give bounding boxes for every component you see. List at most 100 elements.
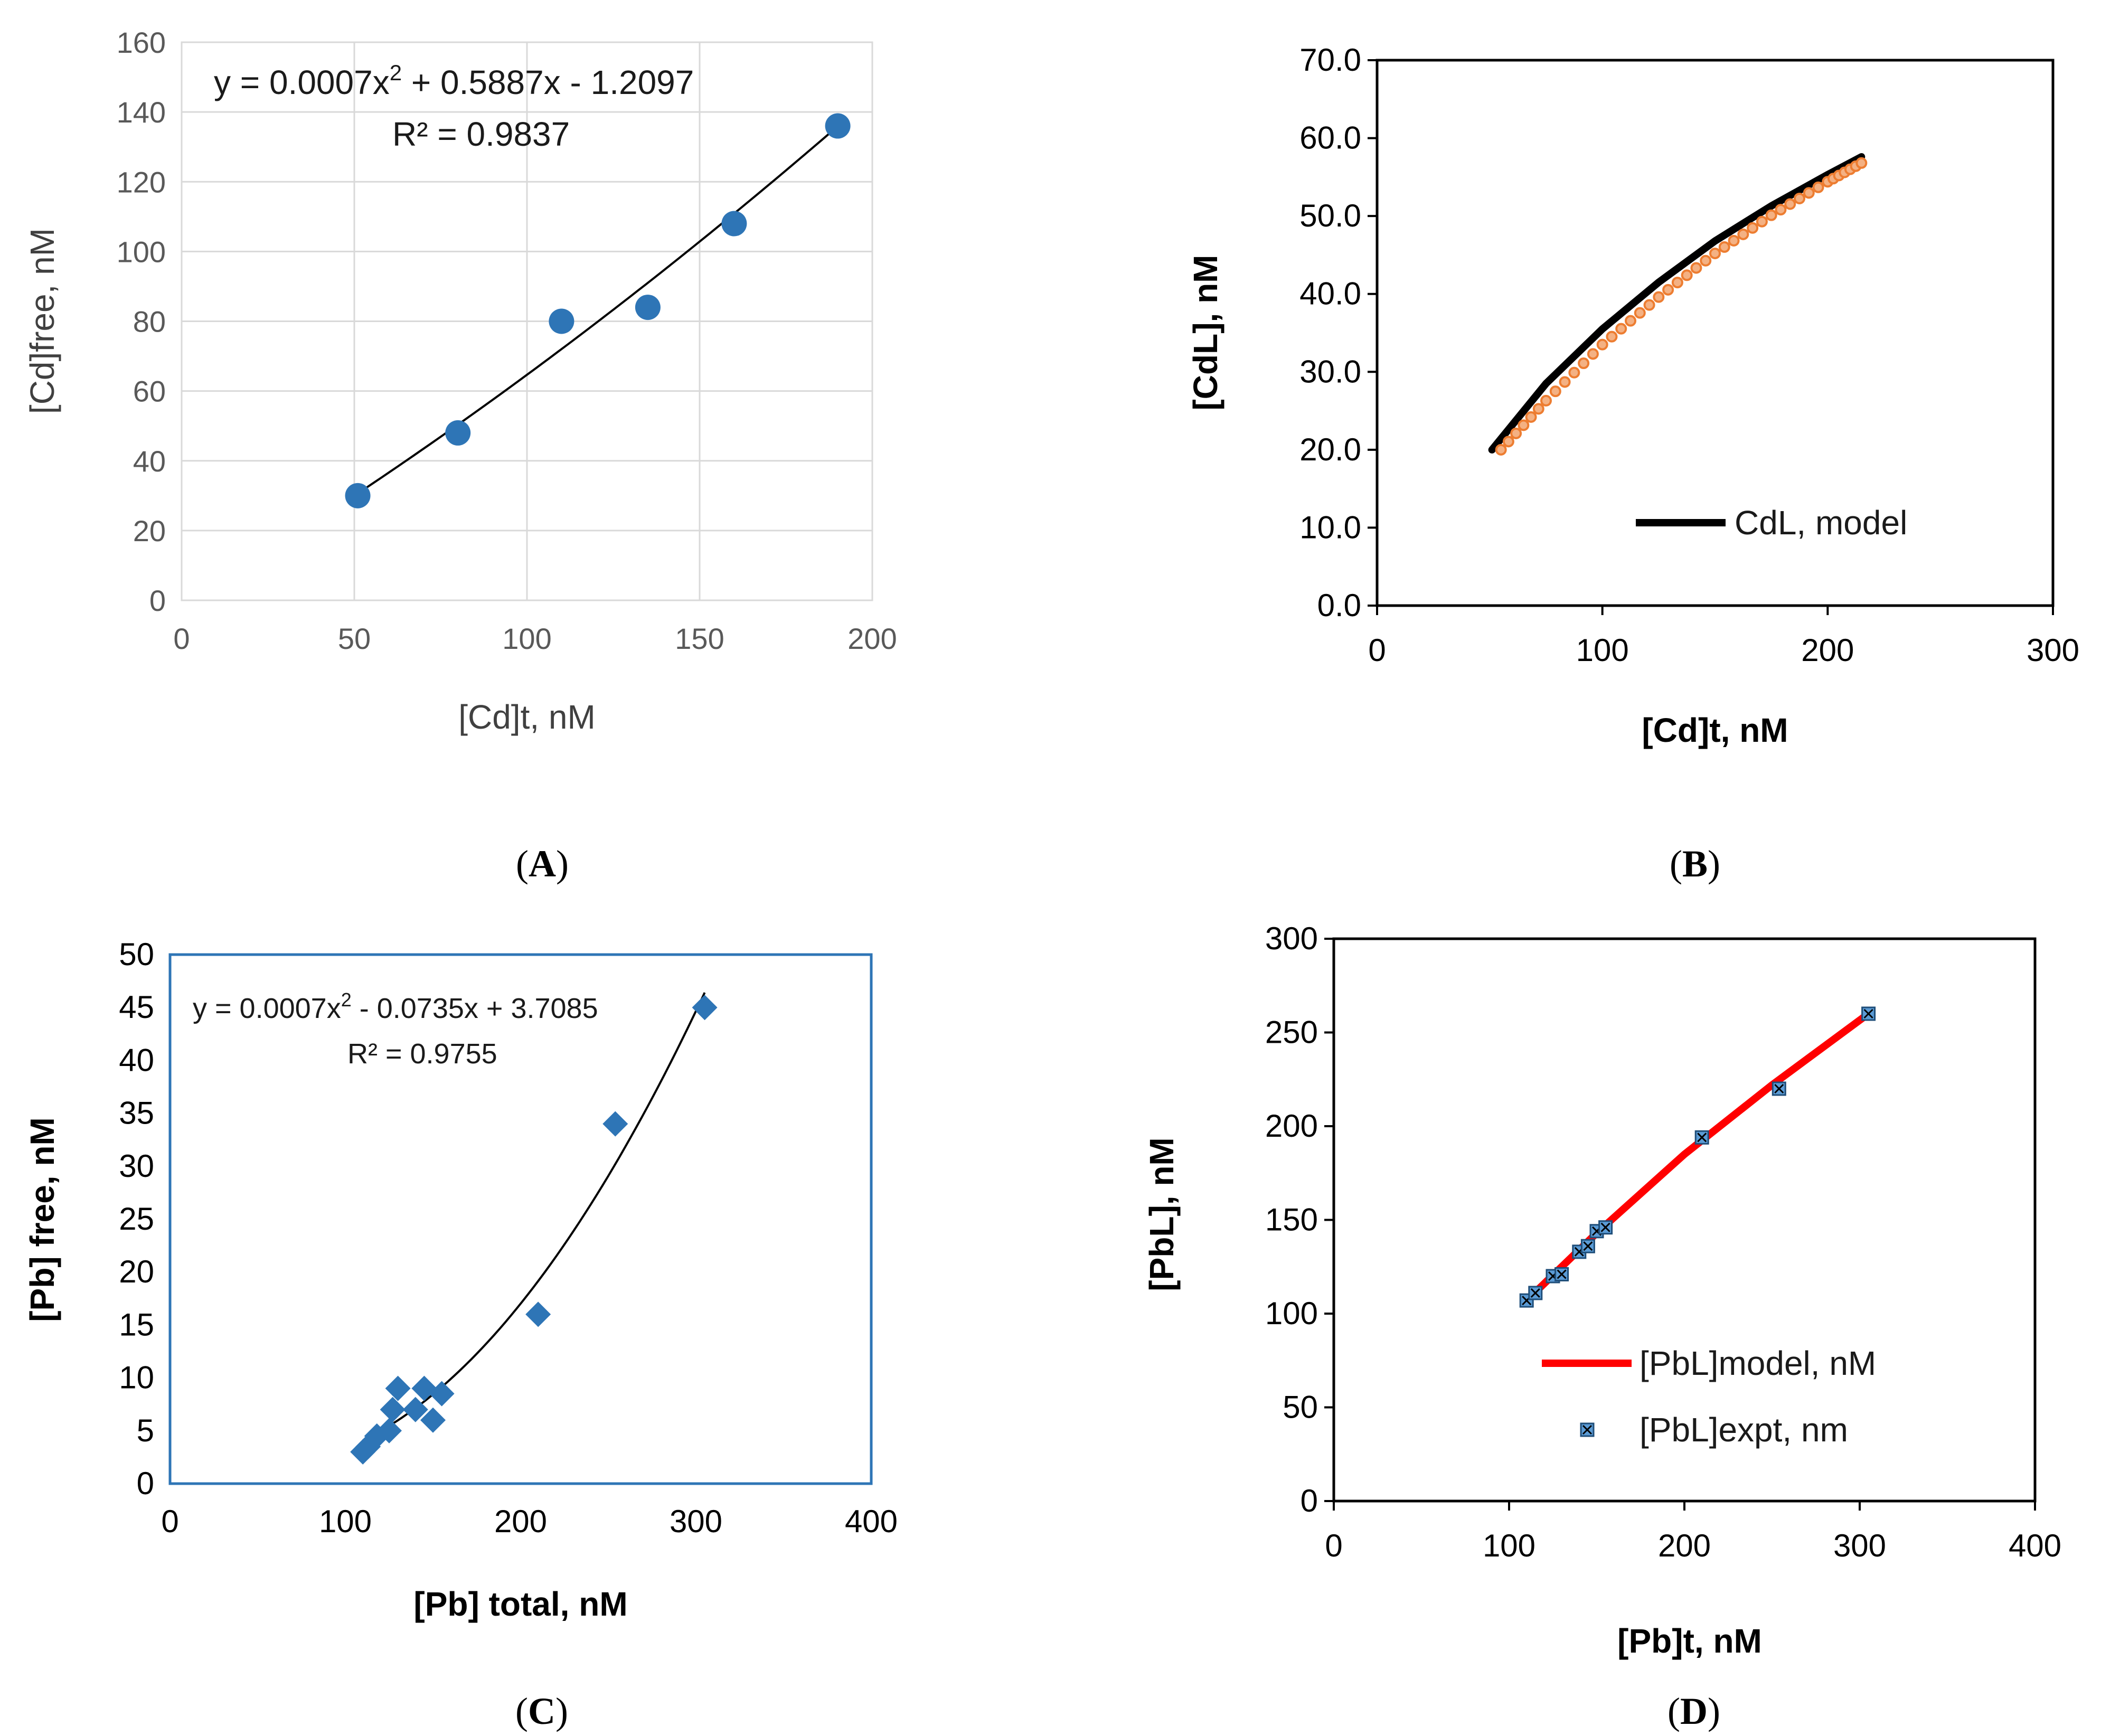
panel-c-y-tick-8: 40: [119, 1042, 154, 1078]
panel-b-expt-dot-17: [1643, 299, 1655, 311]
panel-a-point-2: [549, 308, 574, 334]
panel-a-y-label: [Cd]free, nM: [23, 228, 61, 414]
panel-d-y-tick-3: 150: [1265, 1202, 1318, 1238]
panel-b-chart: 0 100 200 300 0.0 10.0 20.0 30.0 40.0 50.0 60.0 70…: [1186, 42, 2079, 885]
panel-a-x-label: [Cd]t, nM: [458, 698, 596, 736]
panel-a-point-5: [825, 113, 851, 139]
panel-a-y-tick-3: 60: [133, 375, 166, 408]
panel-a-x-tick-0: 0: [173, 622, 190, 655]
panel-a-point-3: [635, 295, 661, 320]
panel-b-expt-dot-23: [1700, 254, 1712, 267]
panel-b-y-tick-7: 70.0: [1299, 42, 1361, 78]
panel-d-legend-expt-label: [PbL]expt, nm: [1640, 1411, 1848, 1449]
panel-d-y-tick-4: 200: [1265, 1108, 1318, 1144]
panel-b-y-tick-1: 10.0: [1299, 510, 1361, 545]
panel-c-plot-area: [168, 953, 873, 1485]
panel-c-y-tick-1: 5: [137, 1413, 154, 1448]
panel-c-x-tick-1: 100: [319, 1504, 372, 1539]
panel-b-y-tick-0: 0.0: [1317, 588, 1361, 623]
panel-a-chart: 0 50 100 150 200 0 20 40 60 80 100 120 140 160 y = 0…: [23, 26, 897, 885]
panel-d-y-tick-6: 300: [1265, 921, 1318, 956]
panel-b-expt-dot-21: [1681, 269, 1693, 281]
panel-b-x-tick-2: 200: [1801, 633, 1854, 668]
panel-d-legend-model-label: [PbL]model, nM: [1640, 1344, 1876, 1382]
panel-c-y-tick-9: 45: [119, 989, 154, 1025]
panel-d-point-5: [1580, 1239, 1595, 1253]
panel-d-y-tick-2: 100: [1265, 1296, 1318, 1331]
panel-b-x-tick-0: 0: [1368, 633, 1386, 668]
panel-a-x-tick-1: 50: [338, 622, 371, 655]
panel-a-y-tick-6: 120: [117, 165, 166, 199]
panel-c-y-label: [Pb] free, nM: [23, 1117, 61, 1322]
panel-b-expt-dot-11: [1587, 348, 1599, 360]
panel-d-x-tick-2: 200: [1658, 1528, 1711, 1563]
panel-c-x-tick-0: 0: [161, 1504, 178, 1539]
panel-a-y-tick-8: 160: [117, 26, 166, 59]
panel-b-expt-dot-27: [1737, 228, 1749, 240]
panel-b-x-tick-3: 300: [2027, 633, 2079, 668]
panel-b-expt-dot-32: [1784, 198, 1796, 210]
panel-b-expt-dot-7: [1549, 385, 1561, 398]
panel-b-expt-dot-6: [1540, 394, 1552, 407]
panel-b-expt-dot-19: [1662, 284, 1674, 296]
panel-a-y-tick-1: 20: [133, 514, 166, 548]
panel-a-r2: R² = 0.9837: [392, 115, 570, 153]
panel-b-expt-dot-4: [1525, 411, 1537, 423]
panel-b-expt-dot-30: [1765, 209, 1777, 221]
panel-d-point-8: [1694, 1130, 1709, 1145]
panel-a-y-tick-4: 80: [133, 305, 166, 338]
panel-d-point-3: [1554, 1267, 1569, 1281]
panel-b-expt-dot-35: [1812, 181, 1824, 193]
panel-b-expt-dot-28: [1747, 222, 1759, 234]
panel-b-y-tick-2: 20.0: [1299, 432, 1361, 467]
panel-b-y-tick-6: 60.0: [1299, 120, 1361, 156]
panel-b-y-tick-5: 50.0: [1299, 198, 1361, 233]
panel-c-point-3: [376, 1418, 402, 1443]
panel-d-point-9: [1772, 1081, 1786, 1096]
panel-c-x-label: [Pb] total, nM: [413, 1585, 627, 1623]
panel-d-y-tick-5: 250: [1265, 1015, 1318, 1050]
panel-c-point-10: [525, 1301, 551, 1327]
panel-c-point-6: [402, 1397, 428, 1422]
panel-a-y-tick-0: 0: [149, 584, 166, 617]
panel-d-point-0: [1519, 1293, 1534, 1308]
panel-b-expt-dot-13: [1606, 331, 1618, 343]
panel-b-expt-dot-25: [1718, 241, 1730, 253]
panel-b-y-label: [CdL], nM: [1186, 255, 1224, 411]
panel-b-expt-dot-14: [1615, 323, 1627, 335]
panel-c-chart: 0 100 200 300 400 0 5 10 15 20 25 30 35 40 45 50 y = 0…: [23, 937, 898, 1732]
panel-b-plot-area: [1375, 59, 2055, 607]
panel-c-point-9: [429, 1381, 455, 1407]
panel-d-x-tick-1: 100: [1483, 1528, 1535, 1563]
panel-b-expt-dot-18: [1653, 291, 1665, 303]
panel-b-x-label: [Cd]t, nM: [1642, 711, 1788, 749]
panel-b-expt-dot-22: [1690, 262, 1702, 274]
panel-a-y-tick-7: 140: [117, 96, 166, 129]
panel-b-expt-dot-5: [1532, 403, 1544, 415]
panel-c-point-4: [380, 1397, 406, 1422]
panel-c-x-tick-2: 200: [494, 1504, 547, 1539]
panel-b-expt-dot-9: [1568, 366, 1580, 379]
panel-b-expt-dot-12: [1596, 338, 1608, 351]
panel-a-point-4: [721, 211, 747, 237]
panel-d-y-tick-1: 50: [1283, 1390, 1318, 1425]
panel-d-legend-expt-swatch: [1580, 1422, 1595, 1437]
panel-b-expt-dot-33: [1794, 192, 1805, 204]
panel-d-x-tick-0: 0: [1325, 1528, 1342, 1563]
panel-b-model-line: [1488, 153, 1866, 454]
panel-b-expt-dot-15: [1625, 315, 1636, 327]
panel-a-y-tick-2: 40: [133, 445, 166, 478]
panel-d-x-label: [Pb]t, nM: [1617, 1622, 1762, 1660]
panel-b-y-tick-4: 40.0: [1299, 276, 1361, 312]
panel-d-plot-area: [1332, 937, 2037, 1503]
panel-c-equation: y = 0.0007x2 - 0.0735x + 3.7085: [193, 989, 598, 1024]
panel-a-equation: y = 0.0007x2 + 0.5887x - 1.2097: [214, 60, 694, 101]
panel-d-caption: (D): [1667, 1690, 1720, 1732]
panel-c-y-tick-10: 50: [119, 937, 154, 972]
panel-c-y-tick-6: 30: [119, 1148, 154, 1184]
panel-a-x-tick-3: 150: [675, 622, 724, 655]
panel-d-y-label: [PbL], nM: [1143, 1137, 1181, 1291]
panel-c-r2: R² = 0.9755: [347, 1038, 497, 1070]
panel-a-trendline: [357, 125, 838, 495]
